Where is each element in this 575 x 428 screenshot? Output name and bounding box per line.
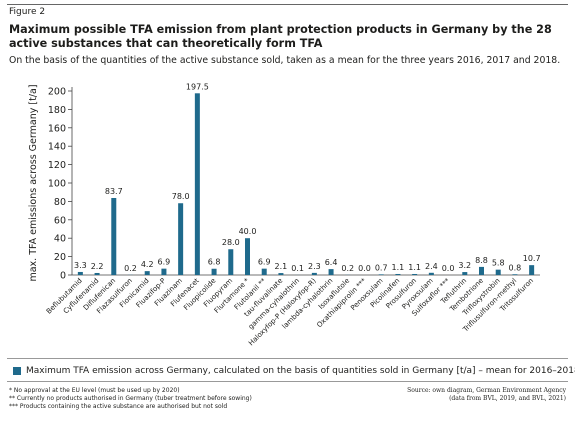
data-label: 0.0	[442, 264, 455, 273]
bar	[395, 273, 401, 275]
legend-label: Maximum TFA emission across Germany, cal…	[26, 366, 575, 376]
data-label: 8.8	[475, 256, 488, 265]
data-label: 10.7	[523, 254, 541, 263]
bar	[278, 273, 284, 275]
top-rule	[7, 4, 568, 5]
bar	[412, 273, 418, 275]
y-tick-label: 180	[48, 105, 66, 116]
data-label: 6.8	[208, 258, 221, 267]
bar-chart: 0 20 40 60 80 100 120 140 160 180 200 max. TFA emis…	[28, 82, 541, 347]
bar	[261, 268, 267, 275]
source-line: (data from BVL, 2019, and BVL, 2021)	[449, 395, 566, 402]
y-tick-label: 200	[48, 87, 66, 98]
data-label: 0.1	[291, 264, 304, 273]
data-label: 5.8	[492, 259, 505, 268]
bar	[495, 269, 501, 275]
footnote: *** Products containing the active subst…	[9, 403, 228, 410]
bar	[512, 274, 518, 275]
data-label: 0.2	[341, 264, 354, 273]
legend: Maximum TFA emission across Germany, cal…	[13, 366, 575, 376]
y-tick-label: 120	[48, 160, 66, 171]
footnote: * No approval at the EU level (must be u…	[9, 387, 180, 394]
bar	[77, 271, 83, 275]
bar	[428, 272, 434, 275]
data-label: 0.8	[509, 263, 522, 272]
chart-title: Maximum possible TFA emission from plant…	[9, 23, 552, 50]
footnote: ** Currently no products authorised in G…	[9, 395, 252, 402]
bar	[529, 265, 535, 275]
y-tick-label: 100	[48, 179, 66, 190]
data-label: 6.9	[158, 258, 171, 267]
data-label: 3.3	[74, 261, 87, 270]
bar	[178, 203, 184, 275]
bar	[144, 271, 150, 275]
bar	[111, 197, 117, 275]
data-label: 4.2	[141, 260, 154, 269]
legend-swatch	[13, 367, 21, 375]
data-label: 2.1	[275, 262, 288, 271]
legend-separator-bottom	[7, 381, 568, 382]
bar	[378, 274, 384, 275]
y-tick-label: 80	[54, 197, 66, 208]
data-label: 6.4	[325, 258, 338, 267]
data-label: 0.0	[358, 264, 371, 273]
bar	[161, 268, 167, 275]
data-label: 3.2	[458, 261, 471, 270]
data-label: 0.2	[124, 264, 137, 273]
bar	[328, 269, 334, 275]
bar	[462, 272, 468, 275]
data-label: 83.7	[105, 187, 123, 196]
bar	[228, 249, 234, 275]
bar	[311, 272, 317, 275]
bar	[211, 268, 217, 275]
data-label: 6.9	[258, 258, 271, 267]
source-line: Source: own diagram, German Environment …	[407, 387, 566, 394]
data-label: 1.1	[408, 263, 421, 272]
data-label: 2.4	[425, 262, 438, 271]
bar	[194, 93, 200, 275]
chart-subtitle: On the basis of the quantities of the ac…	[9, 55, 561, 66]
y-tick-label: 40	[54, 234, 66, 245]
data-label: 2.3	[308, 262, 321, 271]
source-note: Source: own diagram, German Environment …	[407, 387, 566, 403]
y-tick-label: 0	[60, 271, 66, 282]
figure-label: Figure 2	[9, 7, 46, 17]
data-label: 28.0	[222, 238, 240, 247]
legend-separator-top	[7, 358, 568, 359]
bar	[94, 272, 100, 275]
y-axis-label: max. TFA emissions across Germany [t/a]	[28, 84, 39, 281]
footnotes: * No approval at the EU level (must be u…	[9, 387, 252, 411]
data-label: 0.7	[375, 263, 388, 272]
y-tick-label: 20	[54, 252, 66, 263]
y-tick-label: 60	[54, 215, 66, 226]
bar	[479, 266, 484, 275]
data-label: 2.2	[91, 262, 104, 271]
y-tick-label: 160	[48, 123, 66, 134]
data-label: 1.1	[392, 263, 405, 272]
bar	[245, 238, 250, 275]
data-label: 197.5	[186, 82, 209, 91]
data-label: 40.0	[239, 227, 257, 236]
y-tick-label: 140	[48, 142, 66, 153]
data-label: 78.0	[172, 192, 190, 201]
